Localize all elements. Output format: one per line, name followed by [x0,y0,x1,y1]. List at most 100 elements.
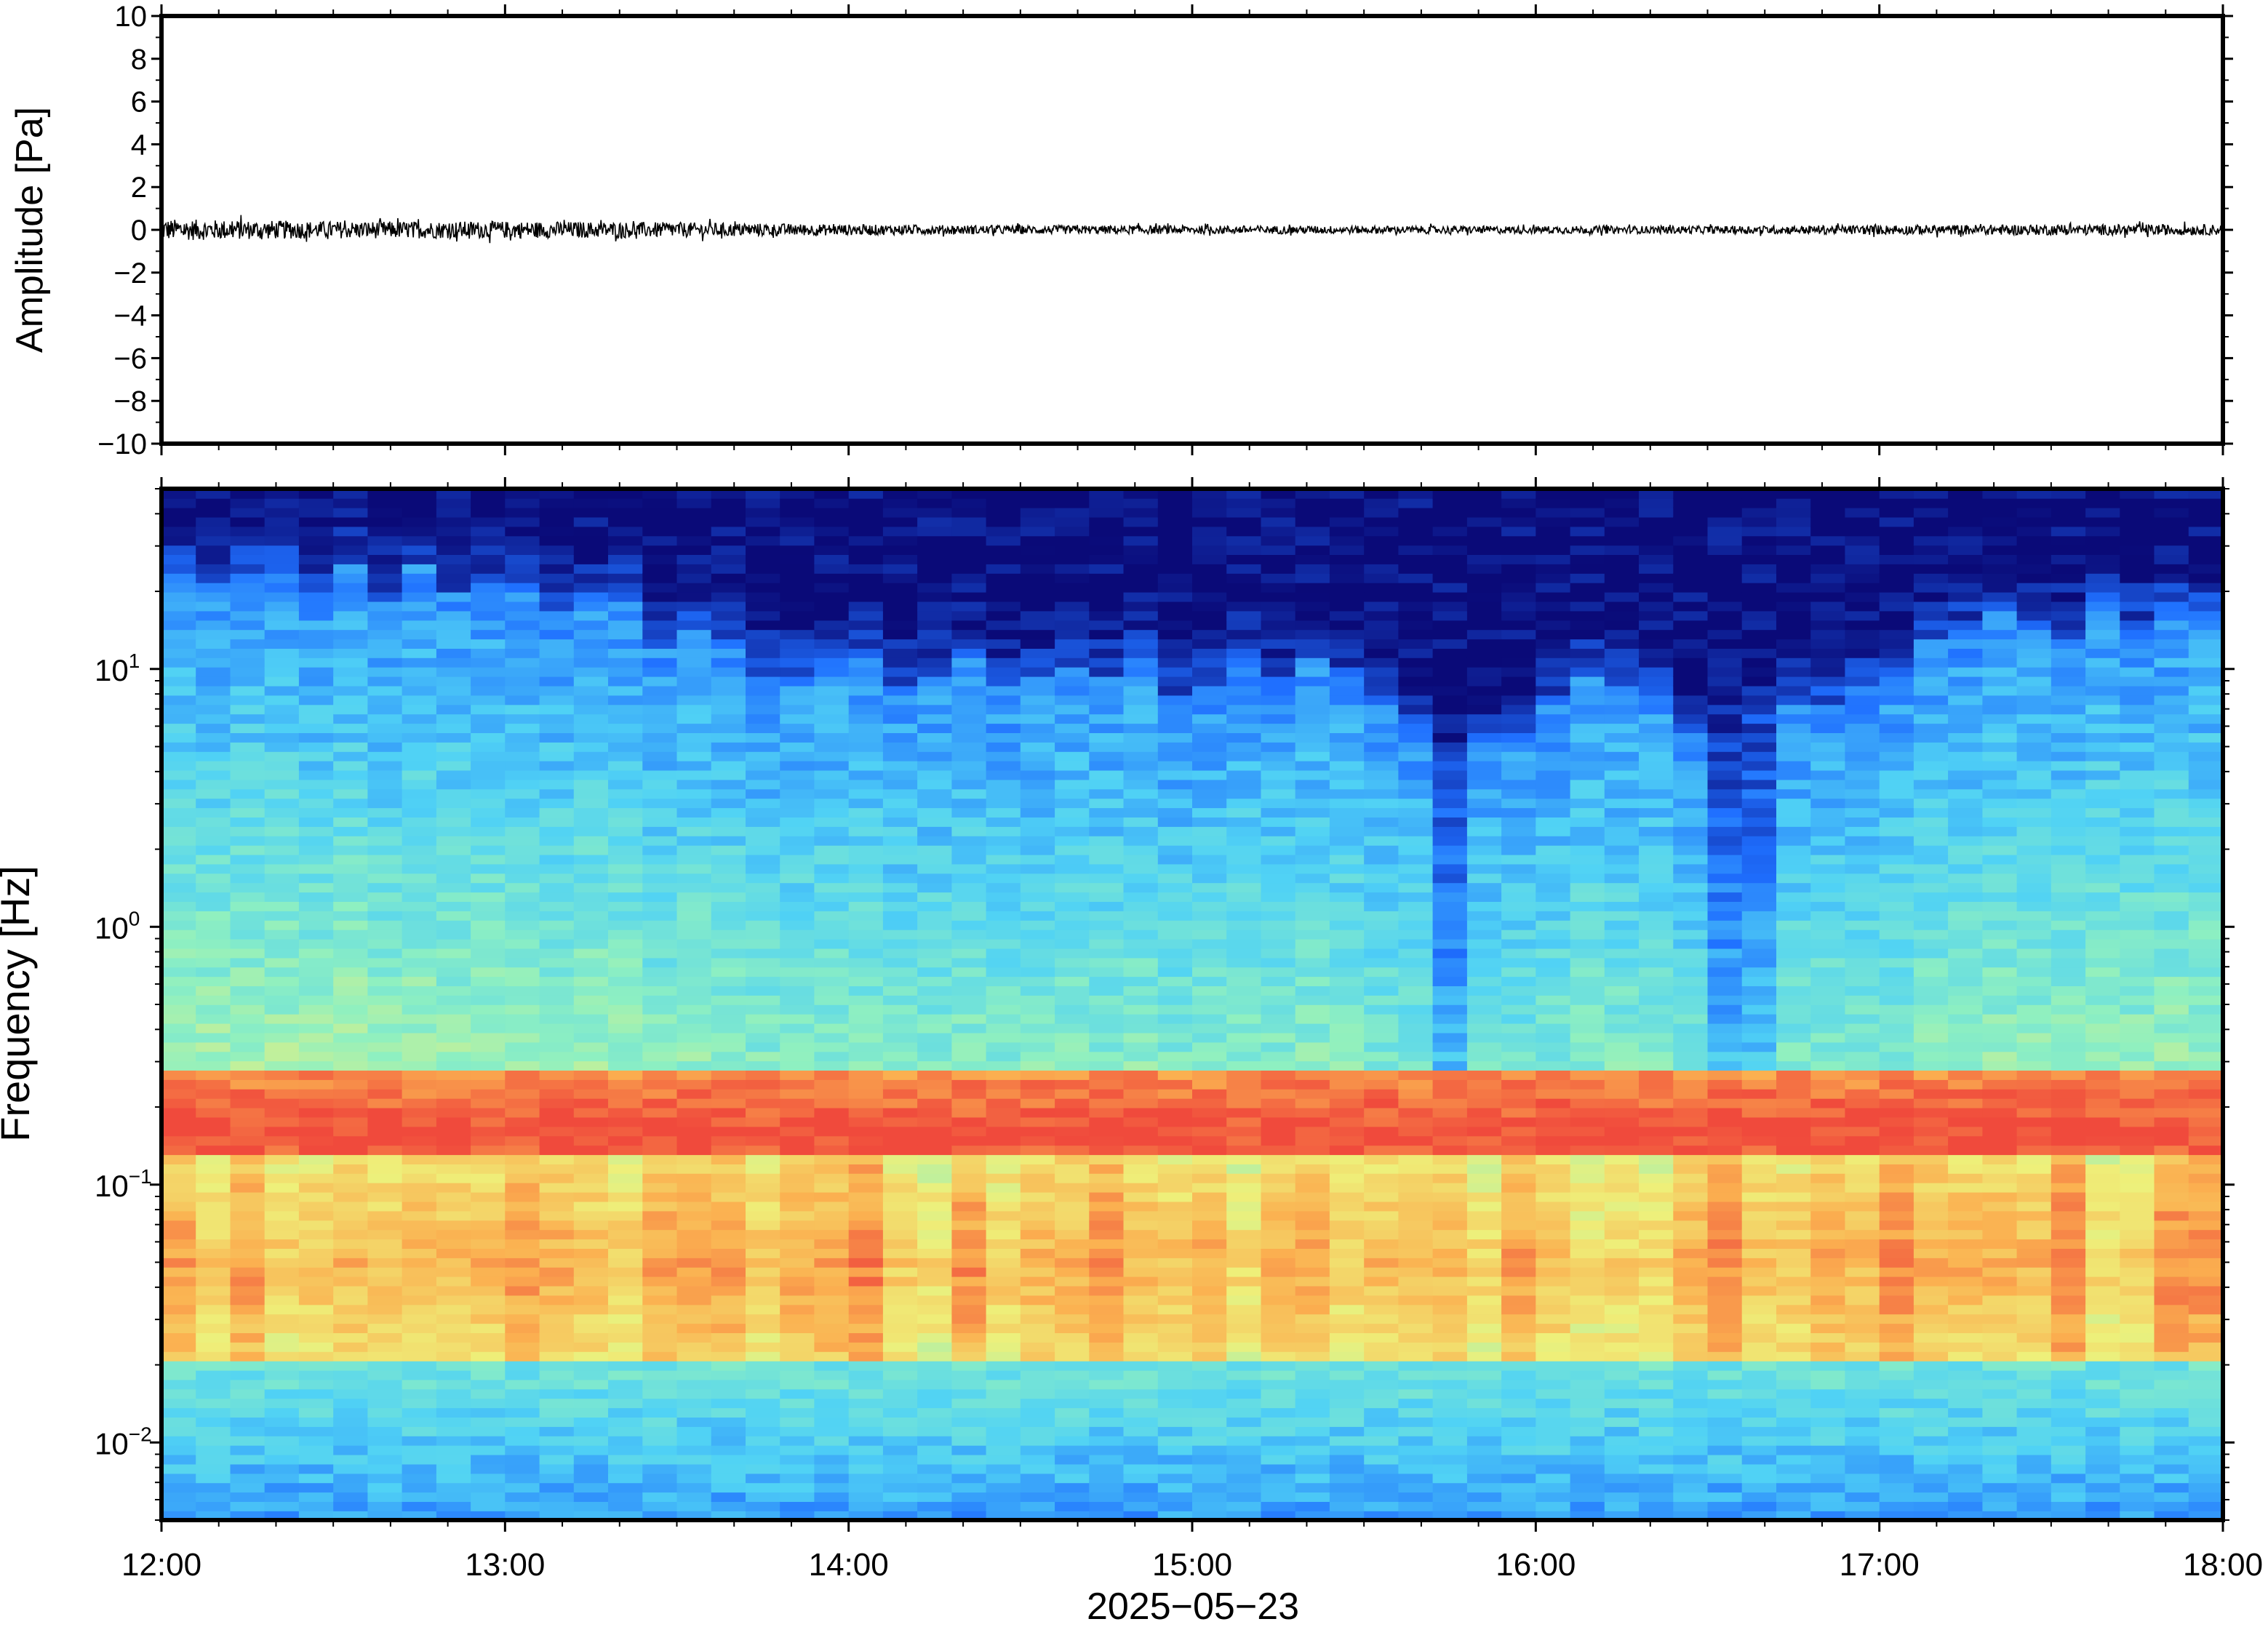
spectrogram-cell [1021,1060,1055,1071]
spectrogram-cell [505,527,540,537]
spectrogram-cell [1055,1183,1090,1193]
spectrogram-cell [1192,1258,1227,1268]
spectrogram-cell [711,1004,746,1015]
spectrogram-cell [1501,1014,1536,1024]
spectrogram-cell [1467,1295,1502,1306]
spectrogram-cell [608,1445,643,1455]
spectrogram-cell [883,620,918,631]
spectrogram-cell [1501,1098,1536,1108]
spectrogram-cell [608,695,643,705]
spectrogram-cell [299,723,334,733]
spectrogram-cell [161,751,196,761]
spectrogram-cell [883,1267,918,1277]
spectrogram-cell [849,1023,884,1034]
spectrogram-cell [986,1482,1021,1492]
spectrogram-cell [1536,1380,1570,1390]
spectrogram-cell [471,583,506,593]
spectrogram-cell [1261,1426,1296,1436]
spectrogram-cell [540,807,575,818]
spectrogram-cell [402,732,437,743]
spectrogram-cell [746,1033,780,1043]
spectrogram-cell [1192,1351,1227,1362]
spectrogram-cell [1364,1314,1399,1324]
spectrogram-cell [1605,1042,1640,1052]
spectrogram-cell [1261,817,1296,827]
spectrogram-cell [1295,1295,1330,1306]
spectrogram-cell [608,1426,643,1436]
spectrogram-cell [1605,1417,1640,1427]
spectrogram-cell [196,1332,231,1343]
spectrogram-cell [1536,958,1570,968]
spectrogram-cell [917,1370,952,1380]
spectrogram-cell [883,807,918,818]
spectrogram-cell [1261,845,1296,855]
spectrogram-cell [1124,798,1159,808]
spectrogram-cell [574,527,609,537]
spectrogram-cell [608,1501,643,1511]
spectrogram-cell [1330,1267,1365,1277]
spectrogram-cell [265,648,300,658]
spectrogram-cell [231,1164,265,1174]
spectrogram-cell [1398,930,1433,940]
spectrogram-cell [231,1070,265,1080]
spectrogram-cell [436,1295,471,1306]
spectrogram-cell [1158,911,1193,921]
spectrogram-cell [677,770,712,780]
spectrogram-cell [161,882,196,892]
spectrogram-cell [1330,1436,1365,1446]
spectrogram-cell [677,592,712,602]
spectrogram-cell [402,1202,437,1212]
spectrogram-cell [917,874,952,884]
spectrogram-cell [231,1455,265,1465]
spectrogram-cell [1364,976,1399,986]
spectrogram-cell [746,1164,780,1174]
spectrogram-cell [986,1183,1021,1193]
spectrogram-cell [299,1455,334,1465]
spectrogram-cell [1021,892,1055,902]
spectrogram-cell [196,667,231,677]
spectrogram-cell [1639,592,1674,602]
spectrogram-cell [540,1342,575,1352]
spectrogram-cell [540,1417,575,1427]
spectrogram-cell [1055,1042,1090,1052]
spectrogram-cell [1605,995,1640,1005]
spectrogram-cell [1192,1239,1227,1249]
spectrogram-cell [1570,1014,1605,1024]
spectrogram-cell [951,986,986,996]
spectrogram-cell [1433,1267,1468,1277]
spectrogram-cell [1158,723,1193,733]
spectrogram-cell [1021,1089,1055,1099]
spectrogram-cell [505,1351,540,1362]
spectrogram-cell [1364,995,1399,1005]
spectrogram-cell [1639,789,1674,799]
spectrogram-cell [574,826,609,836]
spectrogram-cell [1192,770,1227,780]
spectrogram-cell [1261,508,1296,518]
spectrogram-cell [1570,1145,1605,1155]
spectrogram-cell [1158,1042,1193,1052]
spectrogram-cell [1433,1417,1468,1427]
spectrogram-cell [231,1501,265,1511]
spectrogram-cell [196,1108,231,1118]
spectrogram-cell [814,508,849,518]
spectrogram-cell [1261,1474,1296,1484]
spectrogram-cell [1536,517,1570,527]
spectrogram-cell [265,864,300,874]
spectrogram-cell [1261,1276,1296,1287]
spectrogram-cell [780,817,815,827]
spectrogram-cell [951,995,986,1005]
spectrogram-cell [1501,1192,1536,1202]
spectrogram-cell [196,1258,231,1268]
spectrogram-cell [540,1070,575,1080]
spectrogram-cell [1055,1258,1090,1268]
spectrogram-cell [677,751,712,761]
spectrogram-cell [1364,498,1399,508]
spectrogram-cell [1605,1342,1640,1352]
spectrogram-cell [1673,1407,1708,1418]
spectrogram-cell [161,611,196,621]
spectrogram-cell [1673,1380,1708,1390]
spectrogram-cell [367,855,402,865]
spectrogram-cell [574,1455,609,1465]
spectrogram-cell [333,1192,368,1202]
spectrogram-cell [299,676,334,687]
